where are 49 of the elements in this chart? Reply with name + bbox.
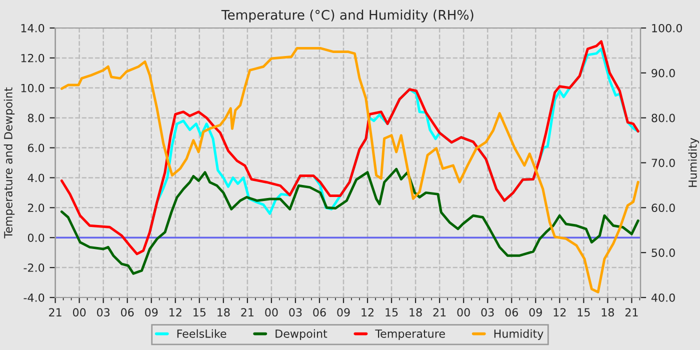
x-tick-label: 00 xyxy=(265,308,278,317)
x-tick-label: 06 xyxy=(505,308,518,317)
x-tick-label: 15 xyxy=(386,308,398,317)
y-tick-label: -4.0 xyxy=(24,293,44,302)
x-tick-label: 09 xyxy=(145,308,158,317)
x-tick-label: 03 xyxy=(481,308,494,317)
y2-axis-title: Humidity xyxy=(688,138,700,187)
x-tick-label: 15 xyxy=(578,308,590,317)
y-tick-label: 10.0 xyxy=(21,84,44,92)
x-tick-label: 21 xyxy=(433,308,446,316)
y-tick-label: 14.0 xyxy=(21,24,44,32)
y2-tick-label: 80.0 xyxy=(652,114,675,122)
x-tick-label: 06 xyxy=(313,308,326,317)
y-tick-label: 0.0 xyxy=(28,234,44,242)
x-tick-label: 09 xyxy=(337,308,350,317)
x-tick-label: 18 xyxy=(218,308,230,317)
legend-label: Temperature xyxy=(375,330,445,340)
y2-tick-label: 100.0 xyxy=(652,24,682,32)
y2-tick-label: 60.0 xyxy=(652,204,675,212)
y-tick-label: 2.0 xyxy=(28,204,44,212)
x-tick-label: 03 xyxy=(96,308,110,317)
y2-tick-label: 40.0 xyxy=(651,293,675,302)
x-tick-label: 18 xyxy=(602,308,614,317)
y-tick-label: -2.0 xyxy=(24,264,44,272)
x-tick-label: 09 xyxy=(529,308,542,317)
chart-title: Temperature (°C) and Humidity (RH%) xyxy=(221,10,474,22)
y-tick-label: 4.0 xyxy=(28,174,44,182)
x-tick-label: 06 xyxy=(121,308,134,317)
x-tick-label: 21 xyxy=(241,308,254,316)
y-axis-title: Temperature and Dewpoint xyxy=(4,87,15,238)
x-tick-label: 00 xyxy=(457,308,470,317)
y-tick-label: 12.0 xyxy=(21,54,44,62)
y2-tick-label: 70.0 xyxy=(652,158,675,168)
legend-label: FeelsLike xyxy=(177,329,226,338)
x-tick-label: 03 xyxy=(289,308,302,317)
x-tick-label: 00 xyxy=(72,308,86,317)
x-tick-label: 12 xyxy=(170,308,182,316)
y2-tick-label: 90.0 xyxy=(652,68,675,78)
x-tick-label: 21 xyxy=(49,308,62,316)
x-tick-label: 15 xyxy=(194,308,206,317)
x-tick-label: 18 xyxy=(410,308,422,317)
x-tick-label: 12 xyxy=(362,308,374,316)
legend-label: Dewpoint xyxy=(276,329,328,340)
y-tick-label: 8.0 xyxy=(28,114,44,122)
x-tick-label: 12 xyxy=(554,308,566,316)
x-tick-label: 21 xyxy=(625,308,638,316)
legend-label: Humidity xyxy=(494,329,544,340)
y-tick-label: 6.0 xyxy=(28,144,44,152)
y2-tick-label: 50.0 xyxy=(652,248,675,257)
